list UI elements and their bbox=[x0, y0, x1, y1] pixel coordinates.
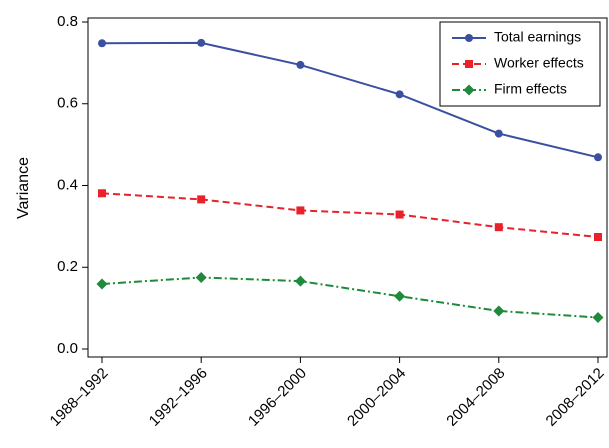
marker bbox=[594, 153, 602, 162]
marker bbox=[465, 60, 473, 68]
y-tick-label: 0.8 bbox=[57, 13, 78, 30]
y-tick-label: 0.4 bbox=[57, 176, 78, 193]
legend-label: Firm effects bbox=[494, 81, 567, 97]
series-line bbox=[101, 192, 599, 238]
marker bbox=[395, 210, 404, 219]
marker bbox=[394, 290, 406, 302]
marker bbox=[294, 275, 306, 287]
x-tick-label: 1988–1992 bbox=[47, 365, 112, 430]
x-tick-label: 2004–2008 bbox=[443, 365, 508, 430]
y-axis-label: Variance bbox=[15, 157, 32, 219]
marker bbox=[463, 84, 475, 96]
marker bbox=[494, 129, 503, 138]
y-tick-label: 0.0 bbox=[57, 340, 78, 357]
y-tick-label: 0.6 bbox=[57, 95, 78, 112]
marker bbox=[296, 206, 305, 215]
marker bbox=[592, 312, 604, 324]
marker bbox=[493, 305, 505, 317]
y-tick-label: 0.2 bbox=[57, 258, 78, 275]
marker bbox=[296, 60, 305, 69]
x-tick-label: 1996–2000 bbox=[245, 365, 310, 430]
x-tick-label: 1992–1996 bbox=[146, 365, 211, 430]
marker bbox=[494, 223, 503, 232]
marker bbox=[98, 189, 106, 198]
marker bbox=[395, 90, 404, 99]
x-tick-label: 2000–2004 bbox=[344, 365, 409, 430]
marker bbox=[98, 39, 106, 48]
marker bbox=[197, 195, 206, 204]
series-line bbox=[101, 41, 599, 159]
x-tick-label: 2008–2012 bbox=[543, 365, 608, 430]
series-line bbox=[101, 276, 599, 319]
legend-label: Worker effects bbox=[494, 55, 584, 71]
plot-frame bbox=[87, 17, 608, 358]
marker bbox=[96, 278, 108, 290]
marker bbox=[594, 233, 602, 242]
marker bbox=[197, 38, 206, 47]
legend-label: Total earnings bbox=[494, 29, 581, 45]
marker bbox=[465, 34, 473, 42]
marker bbox=[195, 271, 207, 283]
